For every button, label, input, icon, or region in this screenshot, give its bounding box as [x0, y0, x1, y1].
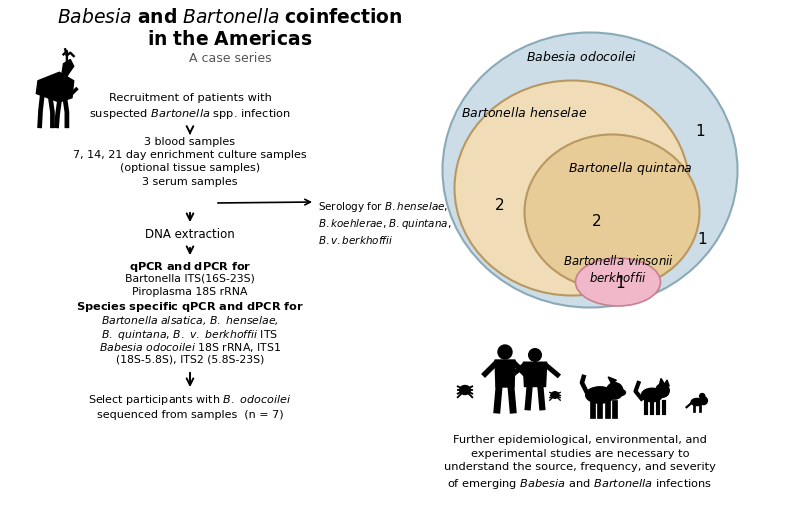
- Text: Piroplasma 18S rRNA: Piroplasma 18S rRNA: [132, 287, 248, 297]
- Text: $\it{B.\ quintana}$, $\it{B.\ v.\ berkhoffii}$ ITS: $\it{B.\ quintana}$, $\it{B.\ v.\ berkho…: [102, 328, 278, 341]
- Text: Bartonella ITS(16S-23S): Bartonella ITS(16S-23S): [125, 273, 255, 284]
- Text: DNA extraction: DNA extraction: [145, 228, 235, 241]
- Ellipse shape: [618, 390, 626, 395]
- Polygon shape: [36, 72, 74, 102]
- Circle shape: [656, 384, 670, 398]
- Text: 1: 1: [697, 233, 707, 248]
- Text: $\it{Babesia\ odocoilei}$: $\it{Babesia\ odocoilei}$: [526, 50, 638, 64]
- Text: (18S-5.8S), ITS2 (5.8S-23S): (18S-5.8S), ITS2 (5.8S-23S): [116, 355, 264, 365]
- Text: 2: 2: [592, 215, 602, 229]
- Circle shape: [699, 394, 705, 399]
- Circle shape: [529, 349, 542, 361]
- Polygon shape: [608, 377, 616, 384]
- Ellipse shape: [454, 81, 690, 296]
- Text: $\bf{qPCR\ and\ dPCR\ for}$: $\bf{qPCR\ and\ dPCR\ for}$: [129, 260, 251, 274]
- Text: 1: 1: [695, 125, 705, 139]
- Text: $\bf{Species\ specific\ qPCR\ and\ dPCR\ for}$: $\bf{Species\ specific\ qPCR\ and\ dPCR\…: [76, 301, 304, 314]
- Text: $\bf{\it{Babesia}}$ $\bf{and}$ $\bf{\it{Bartonella}}$ $\bf{coinfection}$: $\bf{\it{Babesia}}$ $\bf{and}$ $\bf{\it{…: [57, 8, 403, 27]
- Ellipse shape: [459, 385, 470, 394]
- Polygon shape: [659, 378, 665, 384]
- Ellipse shape: [442, 32, 738, 307]
- Circle shape: [606, 383, 623, 399]
- Text: $\it{Bartonella\ vinsonii}$
$\it{berkhoffii}$: $\it{Bartonella\ vinsonii}$ $\it{berkhof…: [562, 254, 674, 285]
- Polygon shape: [664, 380, 670, 386]
- Polygon shape: [495, 360, 515, 387]
- Text: $\it{Bartonella\ henselae}$: $\it{Bartonella\ henselae}$: [461, 106, 587, 120]
- Ellipse shape: [525, 135, 699, 289]
- Text: Further epidemiological, environmental, and
experimental studies are necessary t: Further epidemiological, environmental, …: [444, 435, 716, 491]
- Text: Select participants with $\it{B.\ odocoilei}$
sequenced from samples  (n = 7): Select participants with $\it{B.\ odocoi…: [88, 393, 292, 420]
- Ellipse shape: [691, 399, 703, 405]
- Polygon shape: [62, 75, 68, 81]
- Text: $\it{Bartonella\ alsatica}$, $\it{B.\ henselae}$,: $\it{Bartonella\ alsatica}$, $\it{B.\ he…: [101, 314, 279, 327]
- Ellipse shape: [551, 392, 559, 398]
- Circle shape: [498, 345, 512, 359]
- Ellipse shape: [575, 258, 661, 306]
- Text: $\bf{in\ the\ Americas}$: $\bf{in\ the\ Americas}$: [147, 30, 313, 49]
- Circle shape: [699, 397, 707, 404]
- Polygon shape: [523, 362, 546, 386]
- Text: 3 blood samples
7, 14, 21 day enrichment culture samples
(optional tissue sample: 3 blood samples 7, 14, 21 day enrichment…: [73, 137, 307, 187]
- Text: Recruitment of patients with
suspected $\it{Bartonella}$ spp. infection: Recruitment of patients with suspected $…: [89, 93, 291, 121]
- Text: $\it{Bartonella\ quintana}$: $\it{Bartonella\ quintana}$: [568, 160, 692, 177]
- Text: $\it{Babesia\ odocoilei}$ 18S rRNA, ITS1: $\it{Babesia\ odocoilei}$ 18S rRNA, ITS1: [99, 341, 281, 354]
- Text: 2: 2: [495, 199, 505, 214]
- Text: 1: 1: [615, 277, 625, 292]
- Text: Serology for $\it{B. henselae}$,
$\it{B. koehlerae}$, $\it{B. quintana}$,
$\it{B: Serology for $\it{B. henselae}$, $\it{B.…: [318, 200, 451, 246]
- Text: A case series: A case series: [189, 52, 271, 65]
- Polygon shape: [62, 59, 74, 75]
- Ellipse shape: [642, 388, 662, 402]
- Ellipse shape: [586, 387, 614, 403]
